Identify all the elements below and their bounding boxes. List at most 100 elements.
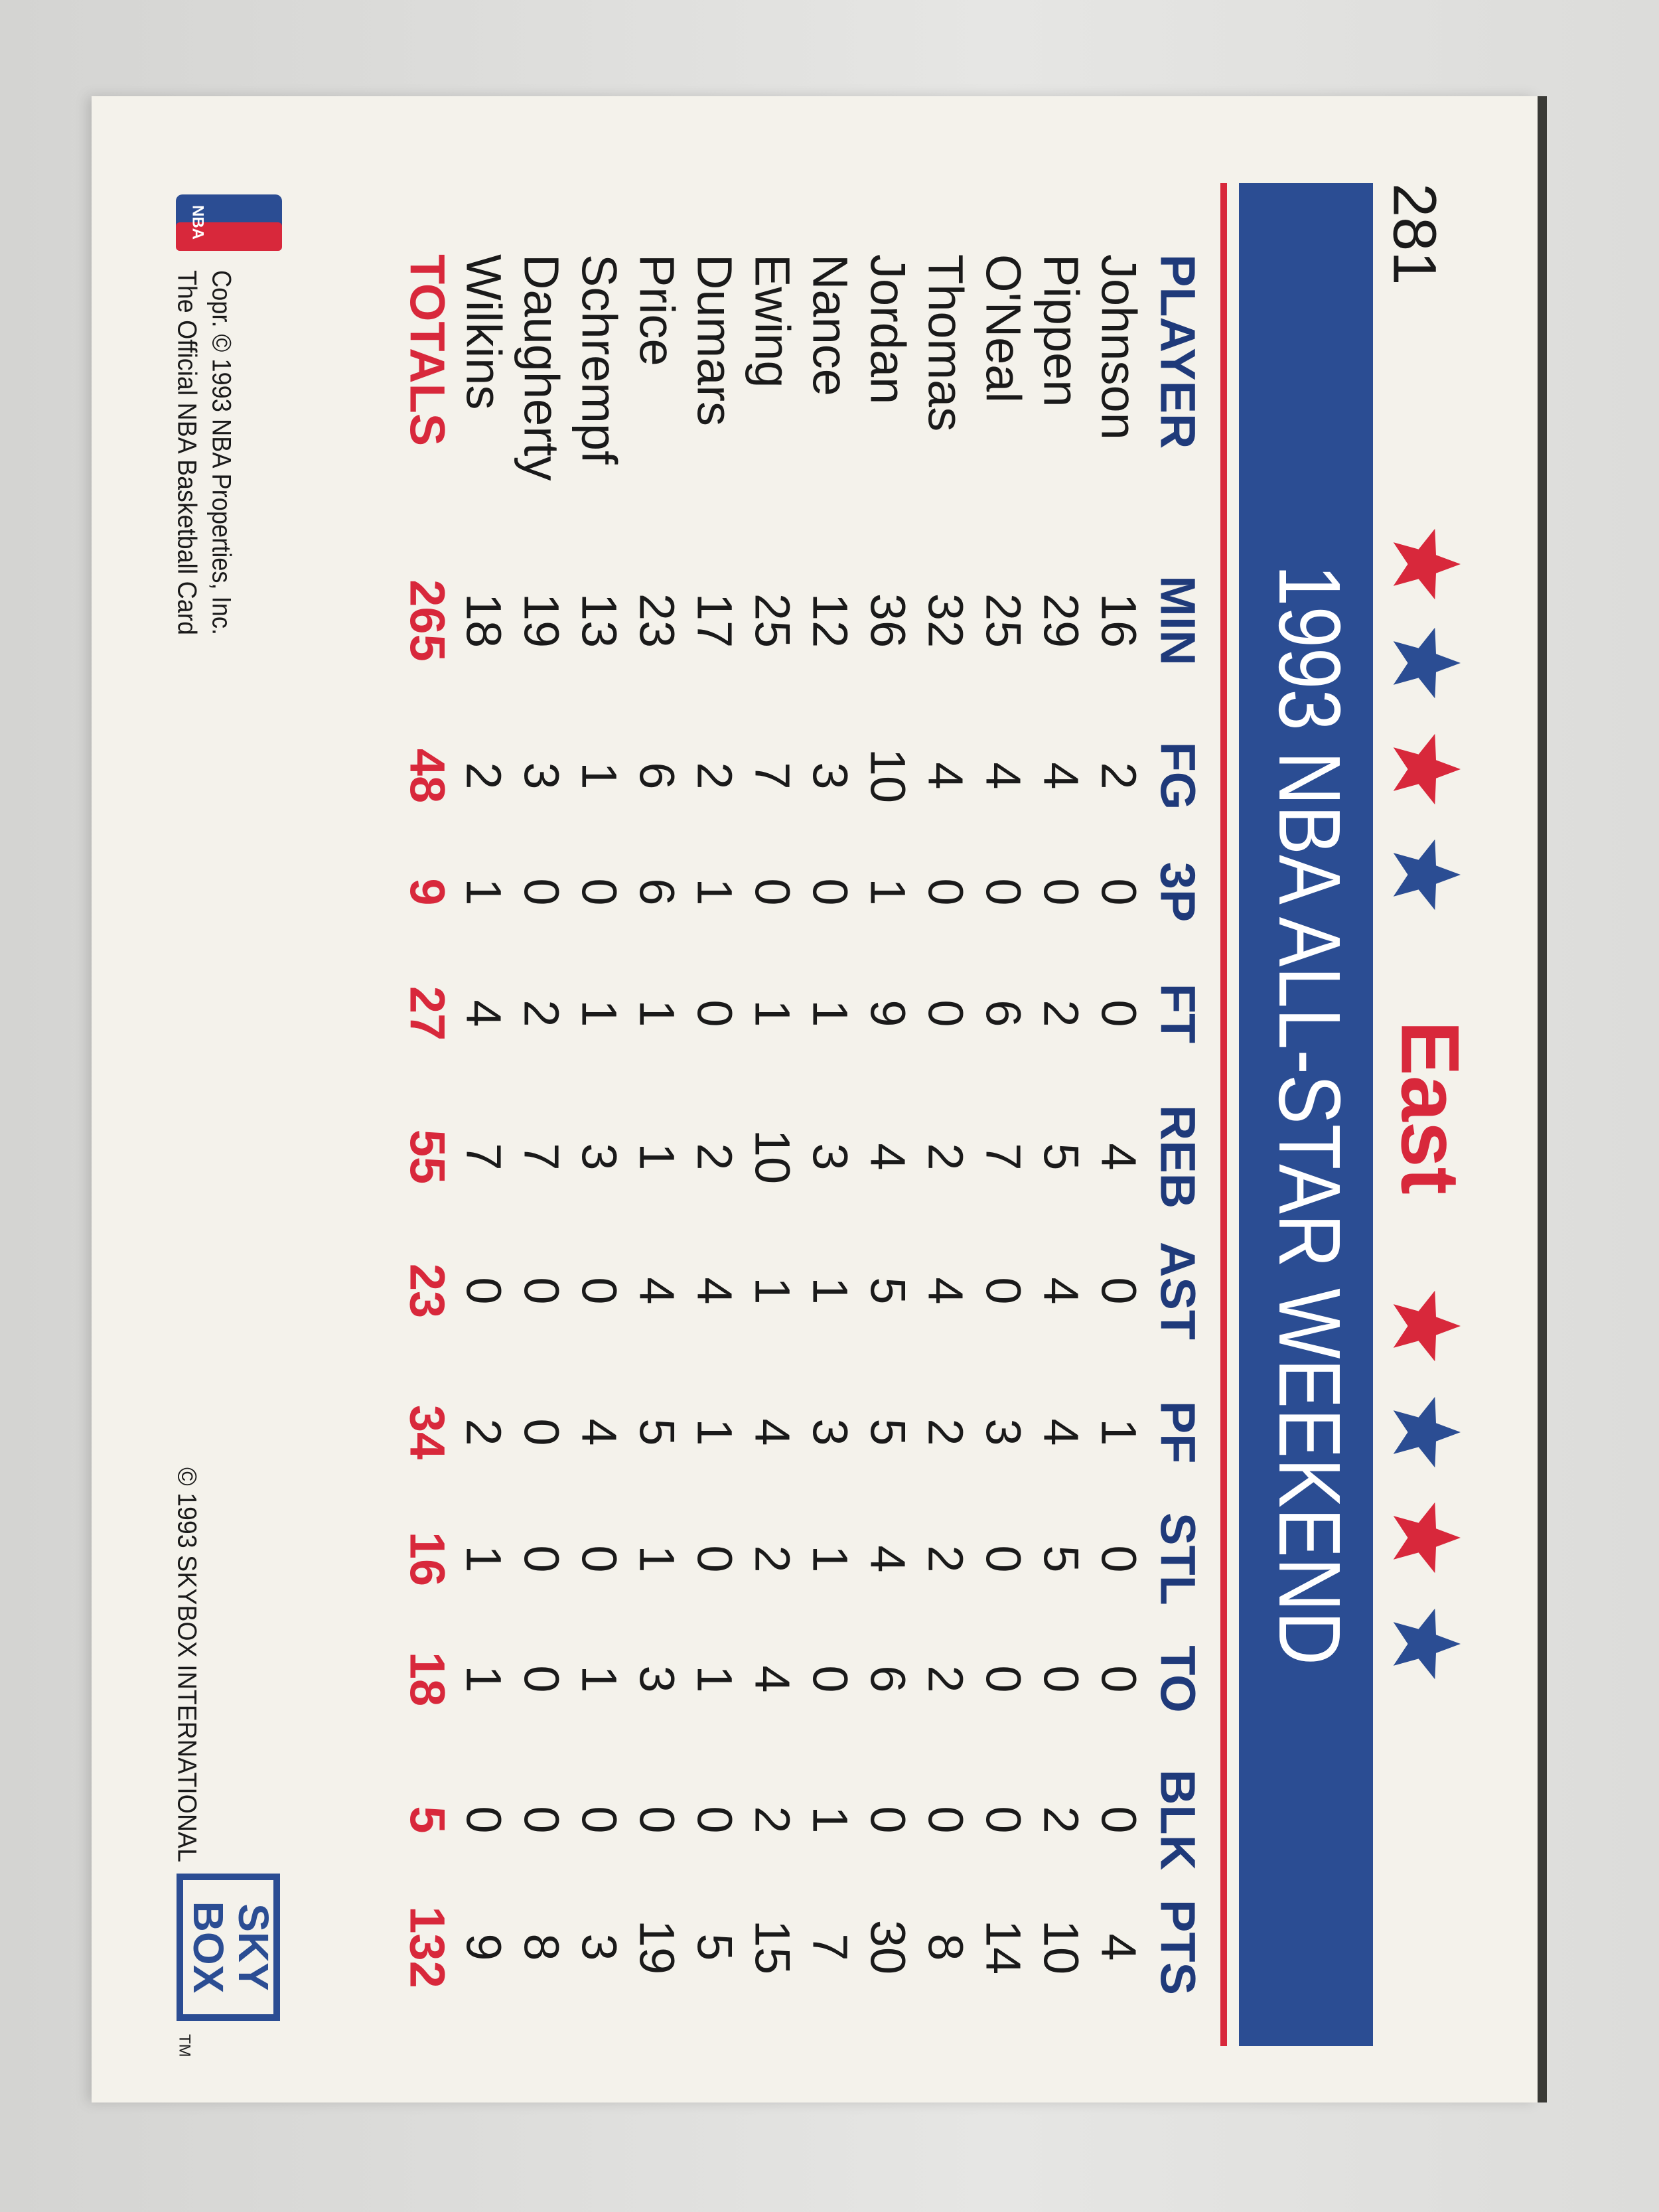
table-cell: 5 <box>860 1277 915 1304</box>
table-cell: Price <box>629 254 684 366</box>
totals-cell: TOTALS <box>399 254 455 446</box>
column-header: REB <box>1150 1105 1205 1209</box>
table-cell: 1 <box>456 1665 511 1692</box>
table-cell: 4 <box>1091 1933 1146 1960</box>
copyright-line: The Official NBA Basketball Card <box>172 270 201 635</box>
table-cell: 4 <box>687 1277 742 1304</box>
table-cell: 2 <box>918 1545 973 1572</box>
table-cell: Wilkins <box>456 254 511 409</box>
table-cell: Nance <box>802 254 857 396</box>
table-cell: 0 <box>514 1545 569 1572</box>
table-cell: 0 <box>1091 1277 1146 1304</box>
column-header: TO <box>1150 1645 1205 1712</box>
table-cell: Johnson <box>1091 254 1146 440</box>
table-cell: 3 <box>802 762 857 789</box>
totals-cell: 48 <box>399 749 455 803</box>
table-cell: 2 <box>514 999 569 1027</box>
table-cell: 14 <box>975 1920 1031 1974</box>
table-cell: 5 <box>687 1933 742 1960</box>
table-cell: 1 <box>802 1277 857 1304</box>
card: 281 East 1993 NBA ALL-STAR WEEKEND NBA C… <box>92 96 1538 2102</box>
table-cell: 4 <box>1033 1418 1088 1445</box>
table-cell: 5 <box>629 1418 684 1445</box>
column-header: PF <box>1150 1401 1205 1464</box>
table-cell: 0 <box>1091 878 1146 905</box>
totals-cell: 132 <box>399 1906 455 1988</box>
table-cell: 2 <box>1033 999 1088 1027</box>
table-cell: 0 <box>975 1665 1031 1692</box>
table-cell: 4 <box>918 762 973 789</box>
trademark: TM <box>176 2034 194 2057</box>
table-cell: 9 <box>860 999 915 1027</box>
table-cell: 0 <box>802 878 857 905</box>
table-cell: 0 <box>571 878 626 905</box>
table-cell: 29 <box>1033 593 1088 648</box>
column-header: 3P <box>1150 862 1205 922</box>
table-cell: 16 <box>1091 593 1146 648</box>
table-cell: 0 <box>571 1806 626 1833</box>
column-header: BLK <box>1150 1769 1205 1870</box>
table-cell: Jordan <box>860 254 915 404</box>
table-cell: 3 <box>629 1665 684 1692</box>
card-back: 281 East 1993 NBA ALL-STAR WEEKEND NBA C… <box>172 183 1475 2057</box>
table-cell: 0 <box>1091 1806 1146 1833</box>
title: 1993 NBA ALL-STAR WEEKEND <box>1261 565 1358 1665</box>
table-cell: 1 <box>802 999 857 1027</box>
totals-cell: 23 <box>399 1264 455 1318</box>
table-cell: 0 <box>1091 1545 1146 1572</box>
table-cell: 2 <box>1033 1806 1088 1833</box>
nba-logo-red <box>176 222 282 251</box>
table-cell: 4 <box>860 1545 915 1572</box>
table-cell: 0 <box>514 1277 569 1304</box>
table-cell: 0 <box>571 1277 626 1304</box>
table-cell: 0 <box>918 999 973 1027</box>
table-cell: 3 <box>975 1418 1031 1445</box>
table-cell: 18 <box>456 593 511 648</box>
table-cell: 6 <box>629 762 684 789</box>
table-cell: 3 <box>802 1143 857 1170</box>
totals-cell: 27 <box>399 986 455 1041</box>
skybox-logo: SKY BOX <box>177 1874 280 2021</box>
table-cell: 1 <box>687 1418 742 1445</box>
nba-logo: NBA <box>176 194 282 251</box>
table-cell: 1 <box>571 762 626 789</box>
table-cell: 17 <box>687 593 742 648</box>
table-cell: 1 <box>456 878 511 905</box>
table-cell: 3 <box>571 1933 626 1960</box>
totals-cell: 16 <box>399 1532 455 1586</box>
table-cell: 4 <box>456 999 511 1027</box>
table-cell: 30 <box>860 1920 915 1974</box>
table-cell: 0 <box>860 1806 915 1833</box>
table-cell: 12 <box>802 593 857 648</box>
table-cell: 7 <box>514 1143 569 1170</box>
table-cell: 5 <box>1033 1545 1088 1572</box>
table-cell: 4 <box>745 1665 800 1692</box>
table-cell: 2 <box>745 1545 800 1572</box>
table-cell: 1 <box>456 1545 511 1572</box>
table-cell: 10 <box>745 1130 800 1184</box>
column-header: FT <box>1150 984 1205 1043</box>
table-cell: 1 <box>687 878 742 905</box>
table-cell: 6 <box>975 999 1031 1027</box>
star <box>1393 839 1461 911</box>
star <box>1393 1608 1461 1680</box>
star <box>1393 1290 1461 1362</box>
table-cell: 1 <box>629 1143 684 1170</box>
table-cell: 0 <box>975 878 1031 905</box>
card-number: 281 <box>1381 183 1449 285</box>
star <box>1393 528 1461 600</box>
table-cell: 2 <box>918 1665 973 1692</box>
star <box>1393 1502 1461 1574</box>
title-rule <box>1220 183 1227 2046</box>
table-cell: 5 <box>860 1418 915 1445</box>
table-cell: 1 <box>860 878 915 905</box>
title-band <box>1239 183 1373 2046</box>
table-cell: 9 <box>456 1933 511 1960</box>
table-cell: 3 <box>802 1418 857 1445</box>
table-cell: 2 <box>918 1418 973 1445</box>
table-cell: 0 <box>1033 1665 1088 1692</box>
column-header: MIN <box>1150 575 1205 666</box>
table-cell: 2 <box>745 1806 800 1833</box>
table-cell: 0 <box>802 1665 857 1692</box>
table-cell: 0 <box>975 1806 1031 1833</box>
